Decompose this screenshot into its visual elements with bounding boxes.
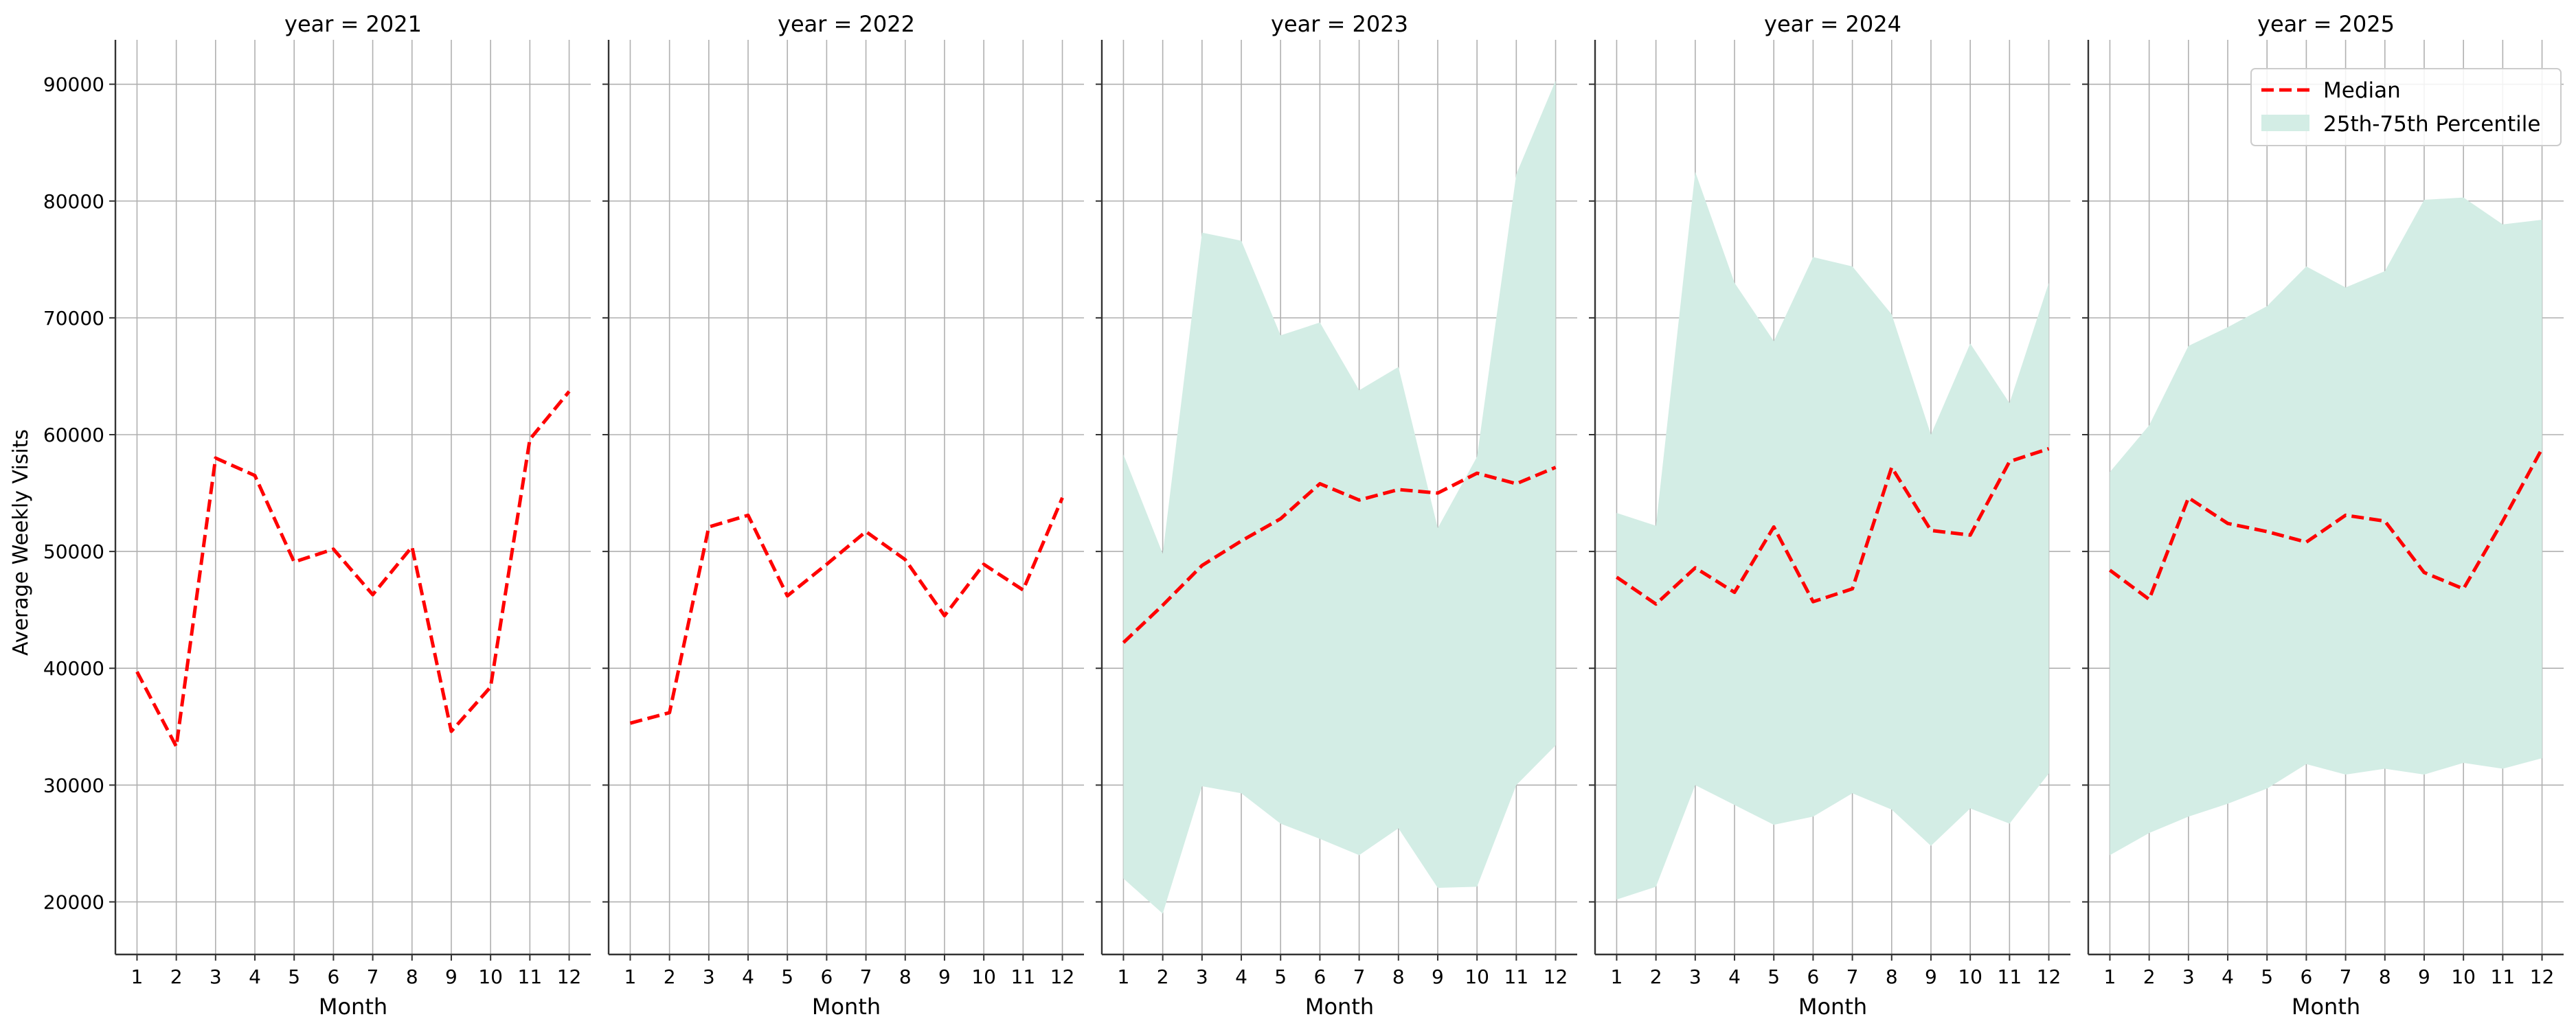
- x-tick-label: 5: [1274, 965, 1287, 988]
- x-tick-label: 8: [2379, 965, 2391, 988]
- x-tick-label: 12: [1544, 965, 1568, 988]
- x-tick-label: 2: [664, 965, 676, 988]
- x-tick-label: 6: [1807, 965, 1819, 988]
- x-tick-label: 12: [557, 965, 582, 988]
- y-tick-label: 20000: [43, 891, 104, 913]
- y-tick-label: 30000: [43, 774, 104, 797]
- x-tick-label: 12: [2037, 965, 2061, 988]
- panel-title: year = 2024: [1764, 11, 1901, 37]
- y-axis-label: Average Weekly Visits: [9, 429, 33, 656]
- x-tick-label: 9: [2418, 965, 2430, 988]
- y-tick-label: 80000: [43, 190, 104, 213]
- median-line: [2108, 448, 2544, 602]
- x-tick-label: 10: [1958, 965, 1982, 988]
- median-line: [1122, 466, 1557, 644]
- x-tick-label: 7: [860, 965, 872, 988]
- facet-panels: 20000 30000 40000 50000 60000 70000 80000 90000…: [43, 11, 2564, 1020]
- panel-title: year = 2021: [284, 11, 422, 37]
- x-axis-label: Month: [319, 994, 387, 1020]
- x-tick-label: 8: [899, 965, 912, 988]
- x-tick-label: 1: [2104, 965, 2116, 988]
- x-tick-label: 10: [2451, 965, 2476, 988]
- x-tick-label: 7: [2340, 965, 2352, 988]
- x-tick-label: 3: [210, 965, 222, 988]
- x-tick-label: 6: [820, 965, 833, 988]
- median-line: [135, 390, 571, 748]
- panel-title: year = 2023: [1271, 11, 1408, 37]
- x-tick-label: 5: [288, 965, 300, 988]
- x-tick-label: 3: [1689, 965, 1702, 988]
- x-tick-label: 5: [2261, 965, 2273, 988]
- x-tick-label: 12: [1050, 965, 1075, 988]
- panel-1: 20000 30000 40000 50000 60000 70000 80000 90000…: [43, 11, 591, 1020]
- x-tick-label: 8: [406, 965, 418, 988]
- x-tick-label: 7: [367, 965, 379, 988]
- legend: Median 25th-75th Percentile: [2250, 68, 2562, 146]
- x-tick-label: 4: [742, 965, 754, 988]
- x-tick-label: 10: [971, 965, 996, 988]
- x-tick-label: 8: [1886, 965, 1898, 988]
- x-tick-label: 1: [131, 965, 144, 988]
- x-tick-label: 12: [2530, 965, 2555, 988]
- x-axis-label: Month: [812, 994, 881, 1020]
- x-tick-label: 9: [1432, 965, 1444, 988]
- legend-band-label: 25th-75th Percentile: [2323, 112, 2540, 137]
- median-line: [1616, 447, 2050, 606]
- x-axis-label: Month: [1305, 994, 1374, 1020]
- panel-title: year = 2025: [2257, 11, 2395, 37]
- x-tick-label: 9: [1925, 965, 1937, 988]
- percentile-band: [1616, 172, 2049, 900]
- x-tick-label: 6: [2300, 965, 2312, 988]
- x-tick-label: 3: [2182, 965, 2195, 988]
- x-tick-label: 10: [478, 965, 503, 988]
- x-tick-label: 11: [1011, 965, 1036, 988]
- panel-title: year = 2022: [778, 11, 915, 37]
- x-tick-label: 4: [1235, 965, 1247, 988]
- x-tick-label: 6: [327, 965, 339, 988]
- x-tick-label: 2: [1157, 965, 1169, 988]
- x-tick-label: 9: [938, 965, 951, 988]
- x-tick-label: 5: [1767, 965, 1780, 988]
- x-tick-label: 3: [703, 965, 715, 988]
- x-tick-label: 10: [1465, 965, 1489, 988]
- x-tick-label: 9: [445, 965, 457, 988]
- x-tick-label: 4: [2222, 965, 2234, 988]
- x-tick-label: 6: [1313, 965, 1326, 988]
- x-tick-label: 8: [1392, 965, 1405, 988]
- legend-frame: [2250, 68, 2562, 146]
- percentile-band: [1123, 80, 1556, 914]
- x-tick-label: 1: [1118, 965, 1130, 988]
- median-line: [629, 496, 1064, 725]
- x-tick-label: 1: [1611, 965, 1623, 988]
- y-tick-label: 60000: [43, 424, 104, 446]
- x-tick-label: 5: [781, 965, 793, 988]
- x-tick-label: 11: [1998, 965, 2022, 988]
- x-tick-label: 11: [1504, 965, 1529, 988]
- x-tick-label: 1: [624, 965, 637, 988]
- x-tick-label: 11: [2491, 965, 2516, 988]
- y-tick-label: 70000: [43, 307, 104, 330]
- x-tick-label: 7: [1846, 965, 1859, 988]
- x-axis-label: Month: [2292, 994, 2360, 1020]
- y-tick-label: 50000: [43, 540, 104, 563]
- percentile-band: [2110, 197, 2542, 856]
- y-tick-label: 40000: [43, 657, 104, 680]
- x-tick-label: 4: [249, 965, 261, 988]
- legend-band-swatch: [2261, 115, 2309, 131]
- x-axis-label: Month: [1798, 994, 1867, 1020]
- x-tick-label: 2: [1650, 965, 1662, 988]
- y-tick-label: 90000: [43, 73, 104, 96]
- legend-median-label: Median: [2323, 78, 2401, 103]
- x-tick-label: 7: [1353, 965, 1366, 988]
- x-tick-label: 2: [170, 965, 183, 988]
- x-tick-label: 2: [2143, 965, 2156, 988]
- x-tick-label: 3: [1196, 965, 1208, 988]
- x-tick-label: 11: [518, 965, 543, 988]
- x-tick-label: 4: [1728, 965, 1741, 988]
